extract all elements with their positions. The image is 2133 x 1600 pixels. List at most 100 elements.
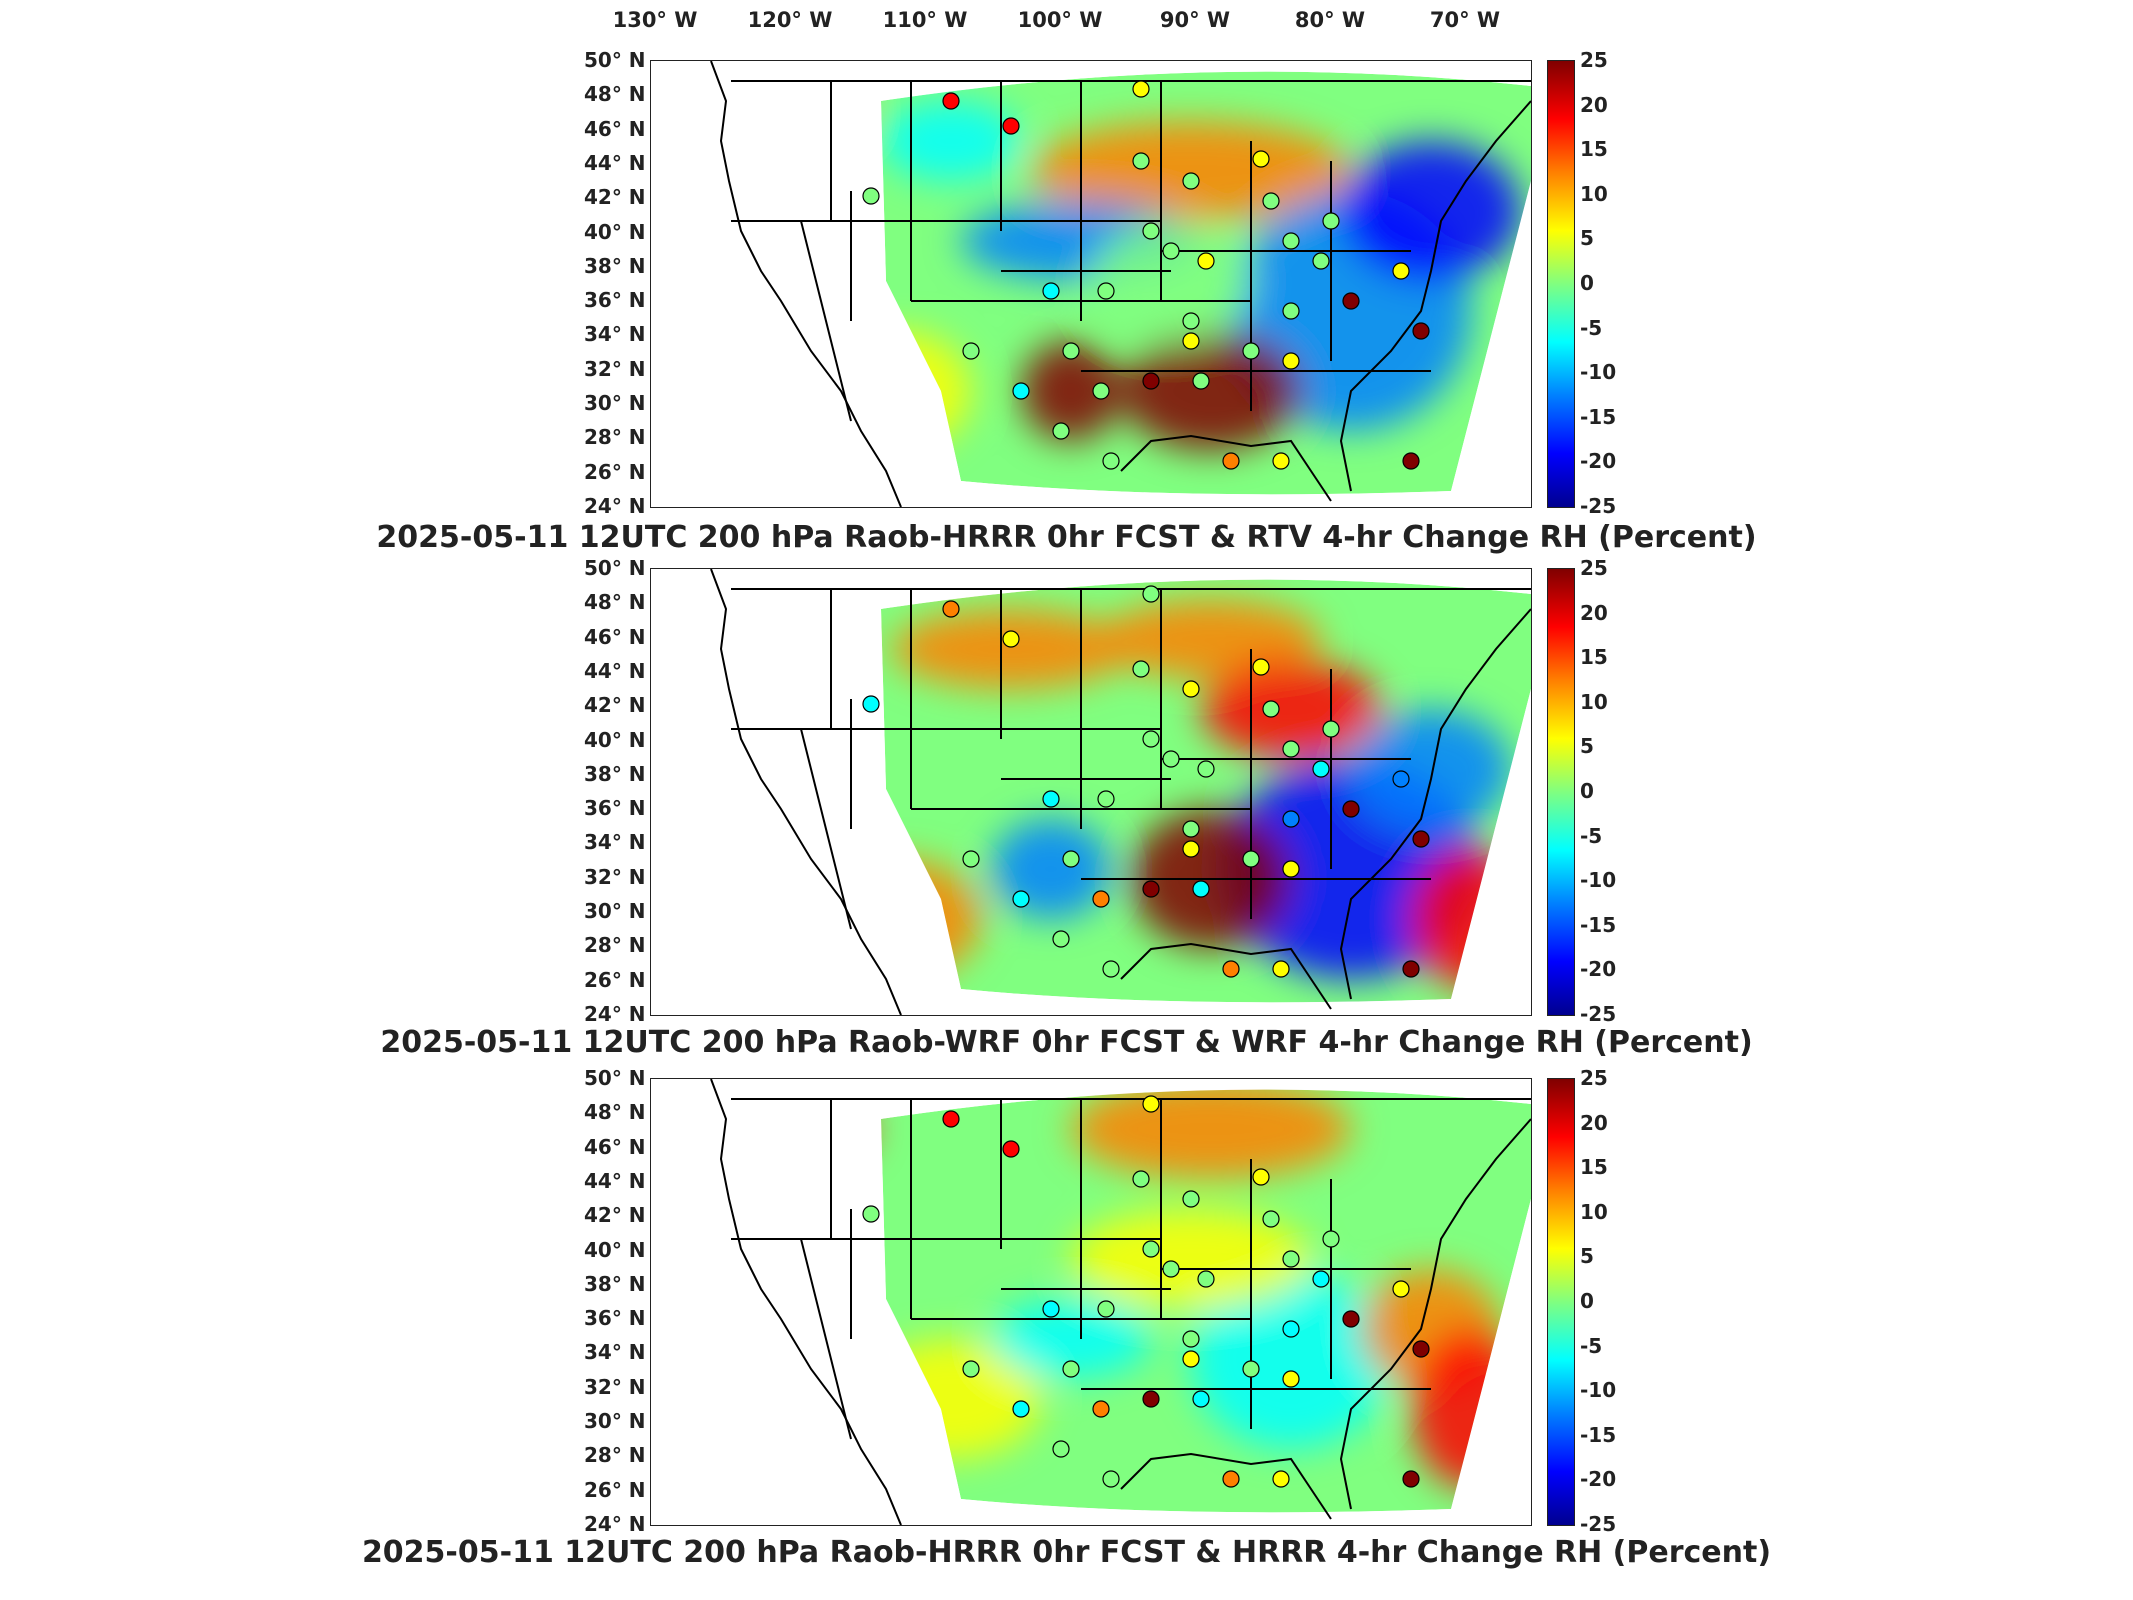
- lat-label: 48° N: [584, 1100, 646, 1125]
- raob-station-marker: [1097, 1300, 1115, 1318]
- raob-station-marker: [862, 187, 880, 205]
- lat-label: 50° N: [584, 48, 646, 72]
- raob-station-marker: [862, 1205, 880, 1223]
- raob-station-marker: [1392, 262, 1410, 280]
- raob-station-marker: [1242, 1360, 1260, 1378]
- raob-station-marker: [1182, 1350, 1200, 1368]
- raob-station-marker: [1062, 850, 1080, 868]
- raob-station-marker: [1142, 1390, 1160, 1408]
- raob-station-marker: [1182, 312, 1200, 330]
- lat-label: 34° N: [584, 1340, 646, 1365]
- lon-label: 120° W: [747, 8, 833, 32]
- colorbar-tick: -10: [1580, 360, 1617, 385]
- colorbar-tick: 0: [1580, 779, 1594, 803]
- colorbar-tick: 5: [1580, 734, 1594, 759]
- raob-station-marker: [1252, 658, 1270, 676]
- panel-title: 2025-05-11 12UTC 200 hPa Raob-HRRR 0hr F…: [361, 1535, 1772, 1570]
- lat-label: 48° N: [584, 82, 646, 107]
- map-panel-wrf: 2025-05-11 12UTC 200 hPa Raob-WRF 0hr FC…: [0, 510, 2133, 1070]
- raob-station-marker: [1282, 352, 1300, 370]
- lat-label: 24° N: [584, 1512, 646, 1536]
- colorbar-tick: -5: [1580, 1333, 1603, 1358]
- state-borders: [710, 569, 1531, 1015]
- raob-station-marker: [1142, 585, 1160, 603]
- raob-station-marker: [1322, 1230, 1340, 1248]
- longitude-axis: 130° W 120° W 110° W 100° W 90° W 80° W …: [0, 0, 2133, 40]
- raob-station-marker: [1132, 1170, 1150, 1188]
- raob-station-marker: [1142, 880, 1160, 898]
- lon-label: 90° W: [1159, 8, 1231, 32]
- colorbar-tick: -20: [1580, 449, 1617, 474]
- raob-station-marker: [1162, 750, 1180, 768]
- raob-station-marker: [1222, 452, 1240, 470]
- raob-station-marker: [1252, 150, 1270, 168]
- lat-label: 26° N: [584, 967, 646, 992]
- raob-station-marker: [1042, 282, 1060, 300]
- raob-station-marker: [1402, 960, 1420, 978]
- raob-station-marker: [1342, 292, 1360, 310]
- colorbar-tick: 25: [1580, 48, 1608, 72]
- raob-station-marker: [1182, 1330, 1200, 1348]
- map-plot: [650, 568, 1532, 1016]
- colorbar-tick: 15: [1580, 1155, 1608, 1180]
- raob-station-marker: [1197, 760, 1215, 778]
- raob-station-marker: [1262, 192, 1280, 210]
- raob-station-marker: [1142, 730, 1160, 748]
- colorbar: [1547, 1078, 1575, 1526]
- lat-label: 46° N: [584, 1134, 646, 1159]
- raob-station-marker: [1412, 830, 1430, 848]
- lat-label: 42° N: [584, 185, 646, 210]
- raob-stations: [862, 585, 1430, 978]
- raob-station-marker: [962, 342, 980, 360]
- lat-label: 34° N: [584, 830, 646, 855]
- raob-station-marker: [942, 92, 960, 110]
- lat-label: 28° N: [584, 425, 646, 450]
- lon-label: 130° W: [612, 8, 698, 32]
- raob-station-marker: [1162, 242, 1180, 260]
- colorbar-tick: 20: [1580, 92, 1608, 117]
- raob-station-marker: [1182, 172, 1200, 190]
- colorbar-tick: -5: [1580, 315, 1603, 340]
- raob-station-marker: [942, 1110, 960, 1128]
- lat-label: 46° N: [584, 624, 646, 649]
- raob-station-marker: [1252, 1168, 1270, 1186]
- raob-station-marker: [1097, 282, 1115, 300]
- raob-station-marker: [942, 600, 960, 618]
- colorbar-tick: -10: [1580, 868, 1617, 893]
- raob-station-marker: [1262, 1210, 1280, 1228]
- raob-station-marker: [1192, 1390, 1210, 1408]
- raob-station-marker: [1102, 960, 1120, 978]
- raob-station-marker: [1092, 890, 1110, 908]
- raob-station-marker: [1402, 1470, 1420, 1488]
- raob-station-marker: [1182, 840, 1200, 858]
- colorbar-tick: -25: [1580, 1002, 1617, 1026]
- raob-station-marker: [1282, 1370, 1300, 1388]
- lat-label: 50° N: [584, 556, 646, 580]
- raob-station-marker: [1342, 1310, 1360, 1328]
- raob-station-marker: [1192, 880, 1210, 898]
- map-plot: [650, 1078, 1532, 1526]
- colorbar-tick: -15: [1580, 1422, 1617, 1447]
- lat-label: 44° N: [584, 658, 646, 683]
- raob-station-marker: [1282, 232, 1300, 250]
- raob-station-marker: [1132, 152, 1150, 170]
- lat-label: 26° N: [584, 1477, 646, 1502]
- raob-stations: [862, 80, 1430, 470]
- lat-label: 48° N: [584, 590, 646, 615]
- raob-station-marker: [1282, 302, 1300, 320]
- raob-station-marker: [1142, 1095, 1160, 1113]
- raob-station-marker: [962, 1360, 980, 1378]
- raob-station-marker: [1322, 720, 1340, 738]
- raob-station-marker: [1142, 1240, 1160, 1258]
- raob-station-marker: [1182, 820, 1200, 838]
- panel-title: 2025-05-11 12UTC 200 hPa Raob-HRRR 0hr F…: [376, 520, 1757, 555]
- raob-station-marker: [1042, 1300, 1060, 1318]
- lat-label: 40° N: [584, 1237, 646, 1262]
- raob-station-marker: [1342, 800, 1360, 818]
- raob-station-marker: [1142, 372, 1160, 390]
- raob-station-marker: [1282, 860, 1300, 878]
- lat-label: 36° N: [584, 1306, 646, 1331]
- raob-station-marker: [1002, 1140, 1020, 1158]
- map-panel-hrrr: 2025-05-11 12UTC 200 hPa Raob-HRRR 0hr F…: [0, 1020, 2133, 1580]
- raob-station-marker: [1197, 252, 1215, 270]
